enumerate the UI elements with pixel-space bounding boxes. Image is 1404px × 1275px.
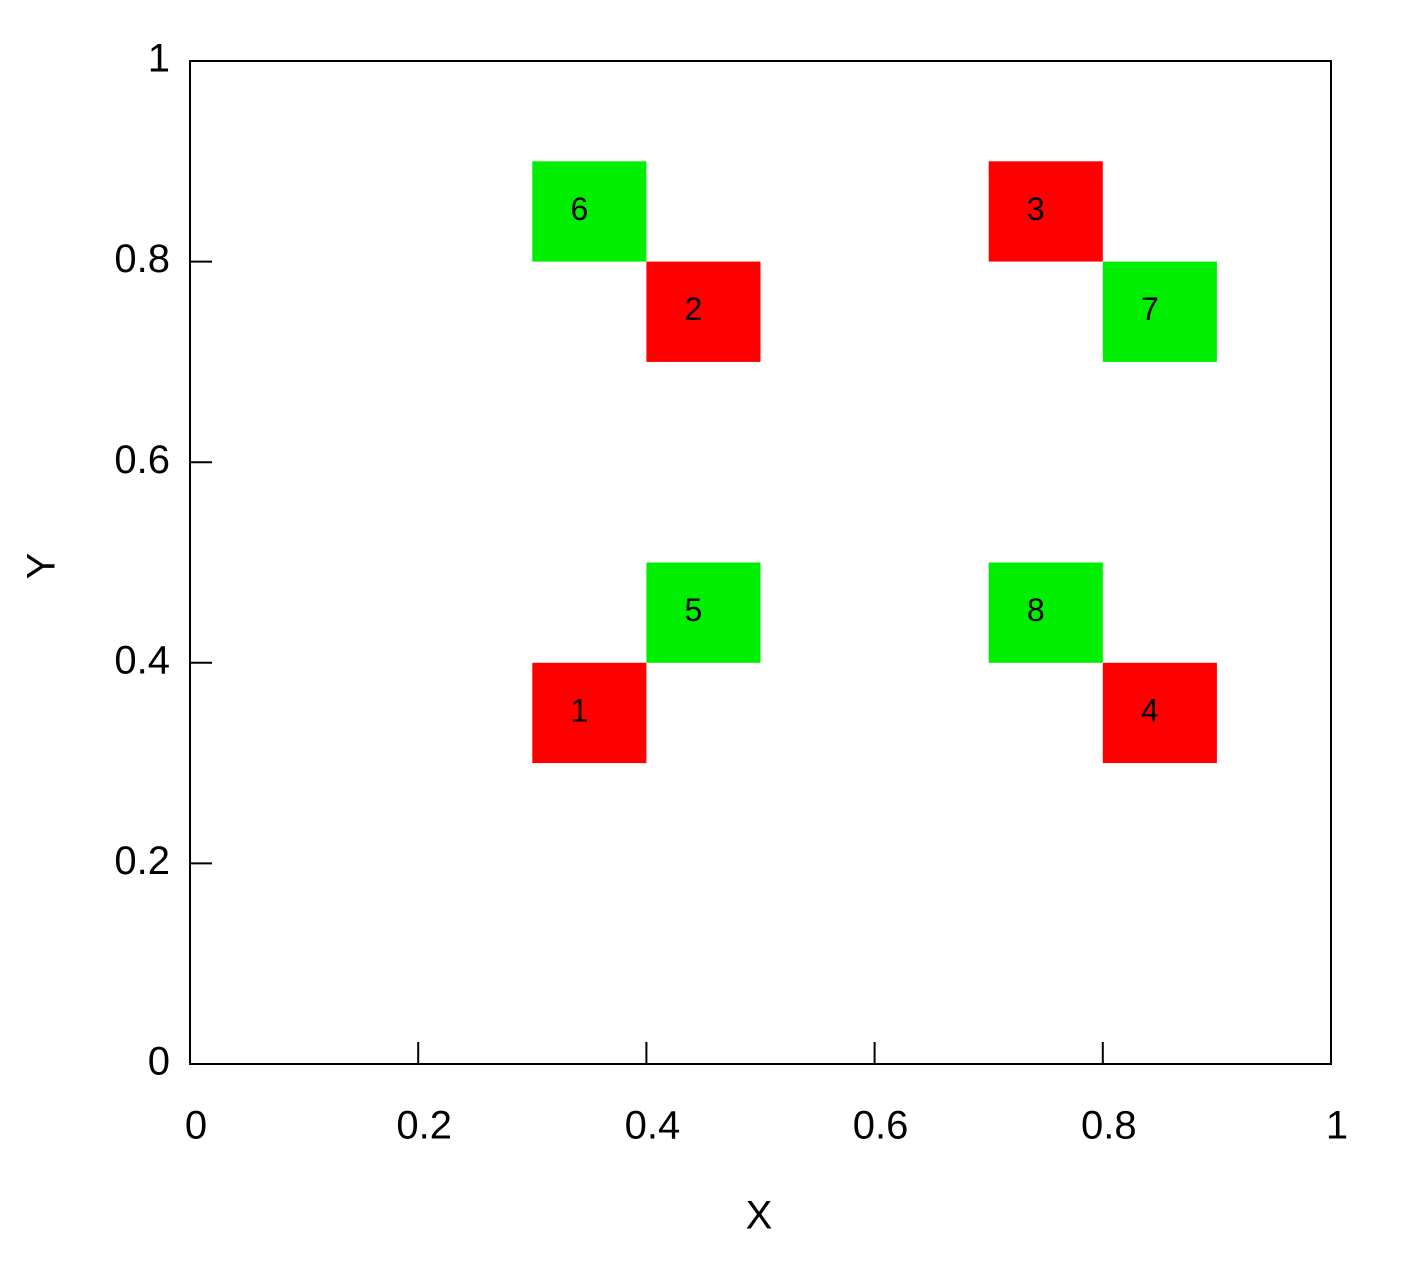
rect-label: 2 <box>685 291 703 327</box>
y-tick-label: 0.8 <box>114 237 170 281</box>
x-tick-label: 1 <box>1326 1104 1348 1148</box>
x-tick-label: 0 <box>185 1104 207 1148</box>
rect-label: 7 <box>1141 291 1159 327</box>
rect-label: 4 <box>1141 692 1159 728</box>
data-rect <box>1102 261 1217 362</box>
y-tick-label: 1 <box>148 37 170 81</box>
y-tick-label: 0 <box>148 1040 170 1084</box>
y-tick-label: 0.4 <box>114 638 170 682</box>
y-tick-label: 0.2 <box>114 839 170 883</box>
x-tick-label: 0.4 <box>625 1104 681 1148</box>
x-axis-label: X <box>746 1194 773 1238</box>
rect-label: 5 <box>685 592 703 628</box>
y-tick-label: 0.6 <box>114 438 170 482</box>
data-rect <box>532 662 647 764</box>
data-rect <box>646 562 761 663</box>
x-tick-label: 0.6 <box>853 1104 909 1148</box>
rect-label: 6 <box>570 191 588 227</box>
x-tick-label: 0.2 <box>396 1104 452 1148</box>
plot-frame <box>189 60 1332 1065</box>
data-rect <box>988 562 1103 663</box>
data-rect <box>532 161 647 262</box>
rect-label: 3 <box>1027 191 1045 227</box>
data-rect <box>1102 662 1217 764</box>
y-axis-label: Y <box>20 553 64 580</box>
data-rect <box>988 161 1103 262</box>
rect-label: 1 <box>570 692 588 728</box>
data-rect <box>646 261 761 362</box>
x-tick-label: 0.8 <box>1081 1104 1137 1148</box>
rect-label: 8 <box>1027 592 1045 628</box>
